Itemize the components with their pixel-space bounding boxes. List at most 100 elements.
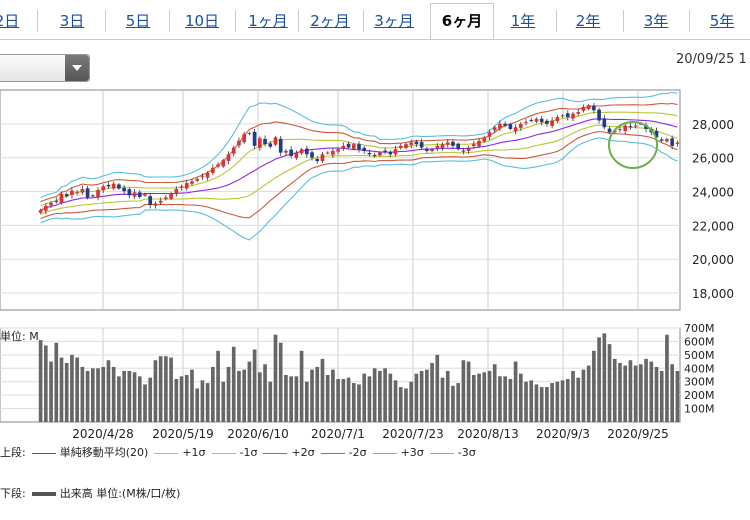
- volume-bar: [169, 357, 173, 422]
- candle-body: [299, 149, 304, 154]
- candle-body: [304, 148, 309, 155]
- volume-bar: [383, 368, 387, 422]
- tab-separator: [105, 10, 106, 32]
- candle-body: [665, 139, 669, 142]
- legend-text: -3σ: [457, 446, 476, 459]
- candle-body: [54, 200, 59, 202]
- tab-8[interactable]: 6ヶ月: [430, 3, 494, 40]
- candle-body: [190, 181, 194, 184]
- volume-bar: [44, 345, 48, 422]
- candle-body: [85, 188, 90, 198]
- volume-bar: [545, 387, 549, 422]
- candle-body: [362, 147, 367, 151]
- chart-datestamp: 20/09/25 1: [676, 52, 747, 67]
- volume-bar: [299, 350, 304, 422]
- candle-body: [430, 149, 434, 151]
- highlight-circle: [608, 121, 658, 169]
- candle-body: [341, 145, 346, 149]
- candle-body: [503, 123, 507, 126]
- tab-12[interactable]: 5年: [709, 12, 735, 30]
- band-line-5: [40, 130, 678, 220]
- volume-bar: [336, 379, 340, 422]
- tab-6[interactable]: 2ヶ月: [310, 12, 350, 30]
- chevron-down-icon[interactable]: [65, 55, 89, 81]
- legend-text: +2σ: [291, 446, 315, 459]
- volume-bar: [670, 364, 674, 422]
- volume-bar: [602, 333, 607, 422]
- legend-text: 出来高 単位:(M株/口/枚): [59, 487, 181, 500]
- tab-4[interactable]: 10日: [184, 12, 220, 30]
- stock-chart: 28,000 26,000 24,000 22,000 20,000 18,000 単位:…: [0, 89, 734, 441]
- legend-swatch: [263, 452, 288, 454]
- candle-body: [184, 183, 189, 189]
- volume-bar: [346, 377, 351, 422]
- volume-bar: [404, 388, 408, 422]
- tab-2[interactable]: 3日: [59, 12, 85, 30]
- tab-5[interactable]: 1ヶ月: [248, 12, 288, 30]
- volume-bar: [59, 357, 64, 422]
- volume-bar: [268, 381, 273, 422]
- volume-bar: [414, 373, 419, 422]
- candle-body: [59, 194, 64, 203]
- volume-bar: [304, 381, 309, 422]
- candle-body: [90, 195, 95, 197]
- candle-body: [545, 120, 549, 124]
- volume-bar: [179, 376, 184, 422]
- tab-3[interactable]: 5日: [125, 12, 151, 30]
- x-tick-label: 2020/4/28: [72, 427, 134, 441]
- indicator-select[interactable]: [0, 54, 90, 82]
- candle-body: [435, 145, 440, 148]
- volume-unit-label: 単位: M: [0, 329, 39, 343]
- candle-body: [211, 167, 215, 173]
- candle-body: [153, 203, 158, 206]
- band-line-4: [40, 102, 678, 203]
- tab-7[interactable]: 3ヶ月: [374, 12, 414, 30]
- volume-bar: [174, 379, 179, 422]
- candle-body: [581, 106, 586, 111]
- legend-text: 単純移動平均(20): [59, 446, 149, 459]
- volume-bar: [628, 360, 633, 422]
- candle-body: [106, 184, 111, 187]
- tab-10[interactable]: 2年: [575, 12, 601, 30]
- tab-1[interactable]: 2日: [0, 12, 20, 30]
- volume-bar: [315, 366, 320, 422]
- volume-bar: [211, 366, 215, 422]
- candle-body: [226, 154, 231, 161]
- legend-text: -1σ: [239, 446, 258, 459]
- volume-bar: [466, 361, 471, 422]
- candle-body: [425, 148, 429, 151]
- candle-body: [49, 202, 53, 206]
- candle-body: [534, 118, 539, 122]
- volume-bar: [117, 376, 121, 422]
- legend-text: +3σ: [400, 446, 424, 459]
- volume-bar: [654, 366, 659, 422]
- tab-9[interactable]: 1年: [510, 12, 536, 30]
- volume-tick-label: 200M: [684, 389, 715, 402]
- volume-bar: [341, 379, 346, 422]
- volume-bar: [409, 381, 414, 422]
- candle-body: [64, 194, 69, 197]
- volume-bar: [96, 368, 100, 422]
- candle-body: [644, 125, 648, 129]
- candle-body: [487, 132, 492, 137]
- candle-body: [294, 152, 299, 159]
- volume-bar: [320, 358, 325, 422]
- volume-bar: [137, 376, 142, 422]
- candle-body: [628, 126, 633, 128]
- x-tick-label: 2020/8/13: [457, 427, 519, 441]
- candle-body: [409, 142, 414, 145]
- candle-body: [592, 105, 596, 111]
- tab-11[interactable]: 3年: [643, 12, 669, 30]
- tab-separator: [169, 10, 170, 32]
- candle-body: [659, 139, 664, 141]
- volume-bar: [111, 366, 116, 422]
- candle-body: [164, 197, 168, 199]
- volume-bar: [164, 356, 168, 422]
- volume-bar: [216, 350, 220, 422]
- candle-body: [70, 190, 74, 195]
- candle-body: [346, 143, 351, 148]
- legend-text: +1σ: [182, 446, 206, 459]
- volume-bar: [258, 372, 262, 422]
- x-tick-label: 2020/5/19: [152, 427, 214, 441]
- volume-bar: [221, 381, 226, 422]
